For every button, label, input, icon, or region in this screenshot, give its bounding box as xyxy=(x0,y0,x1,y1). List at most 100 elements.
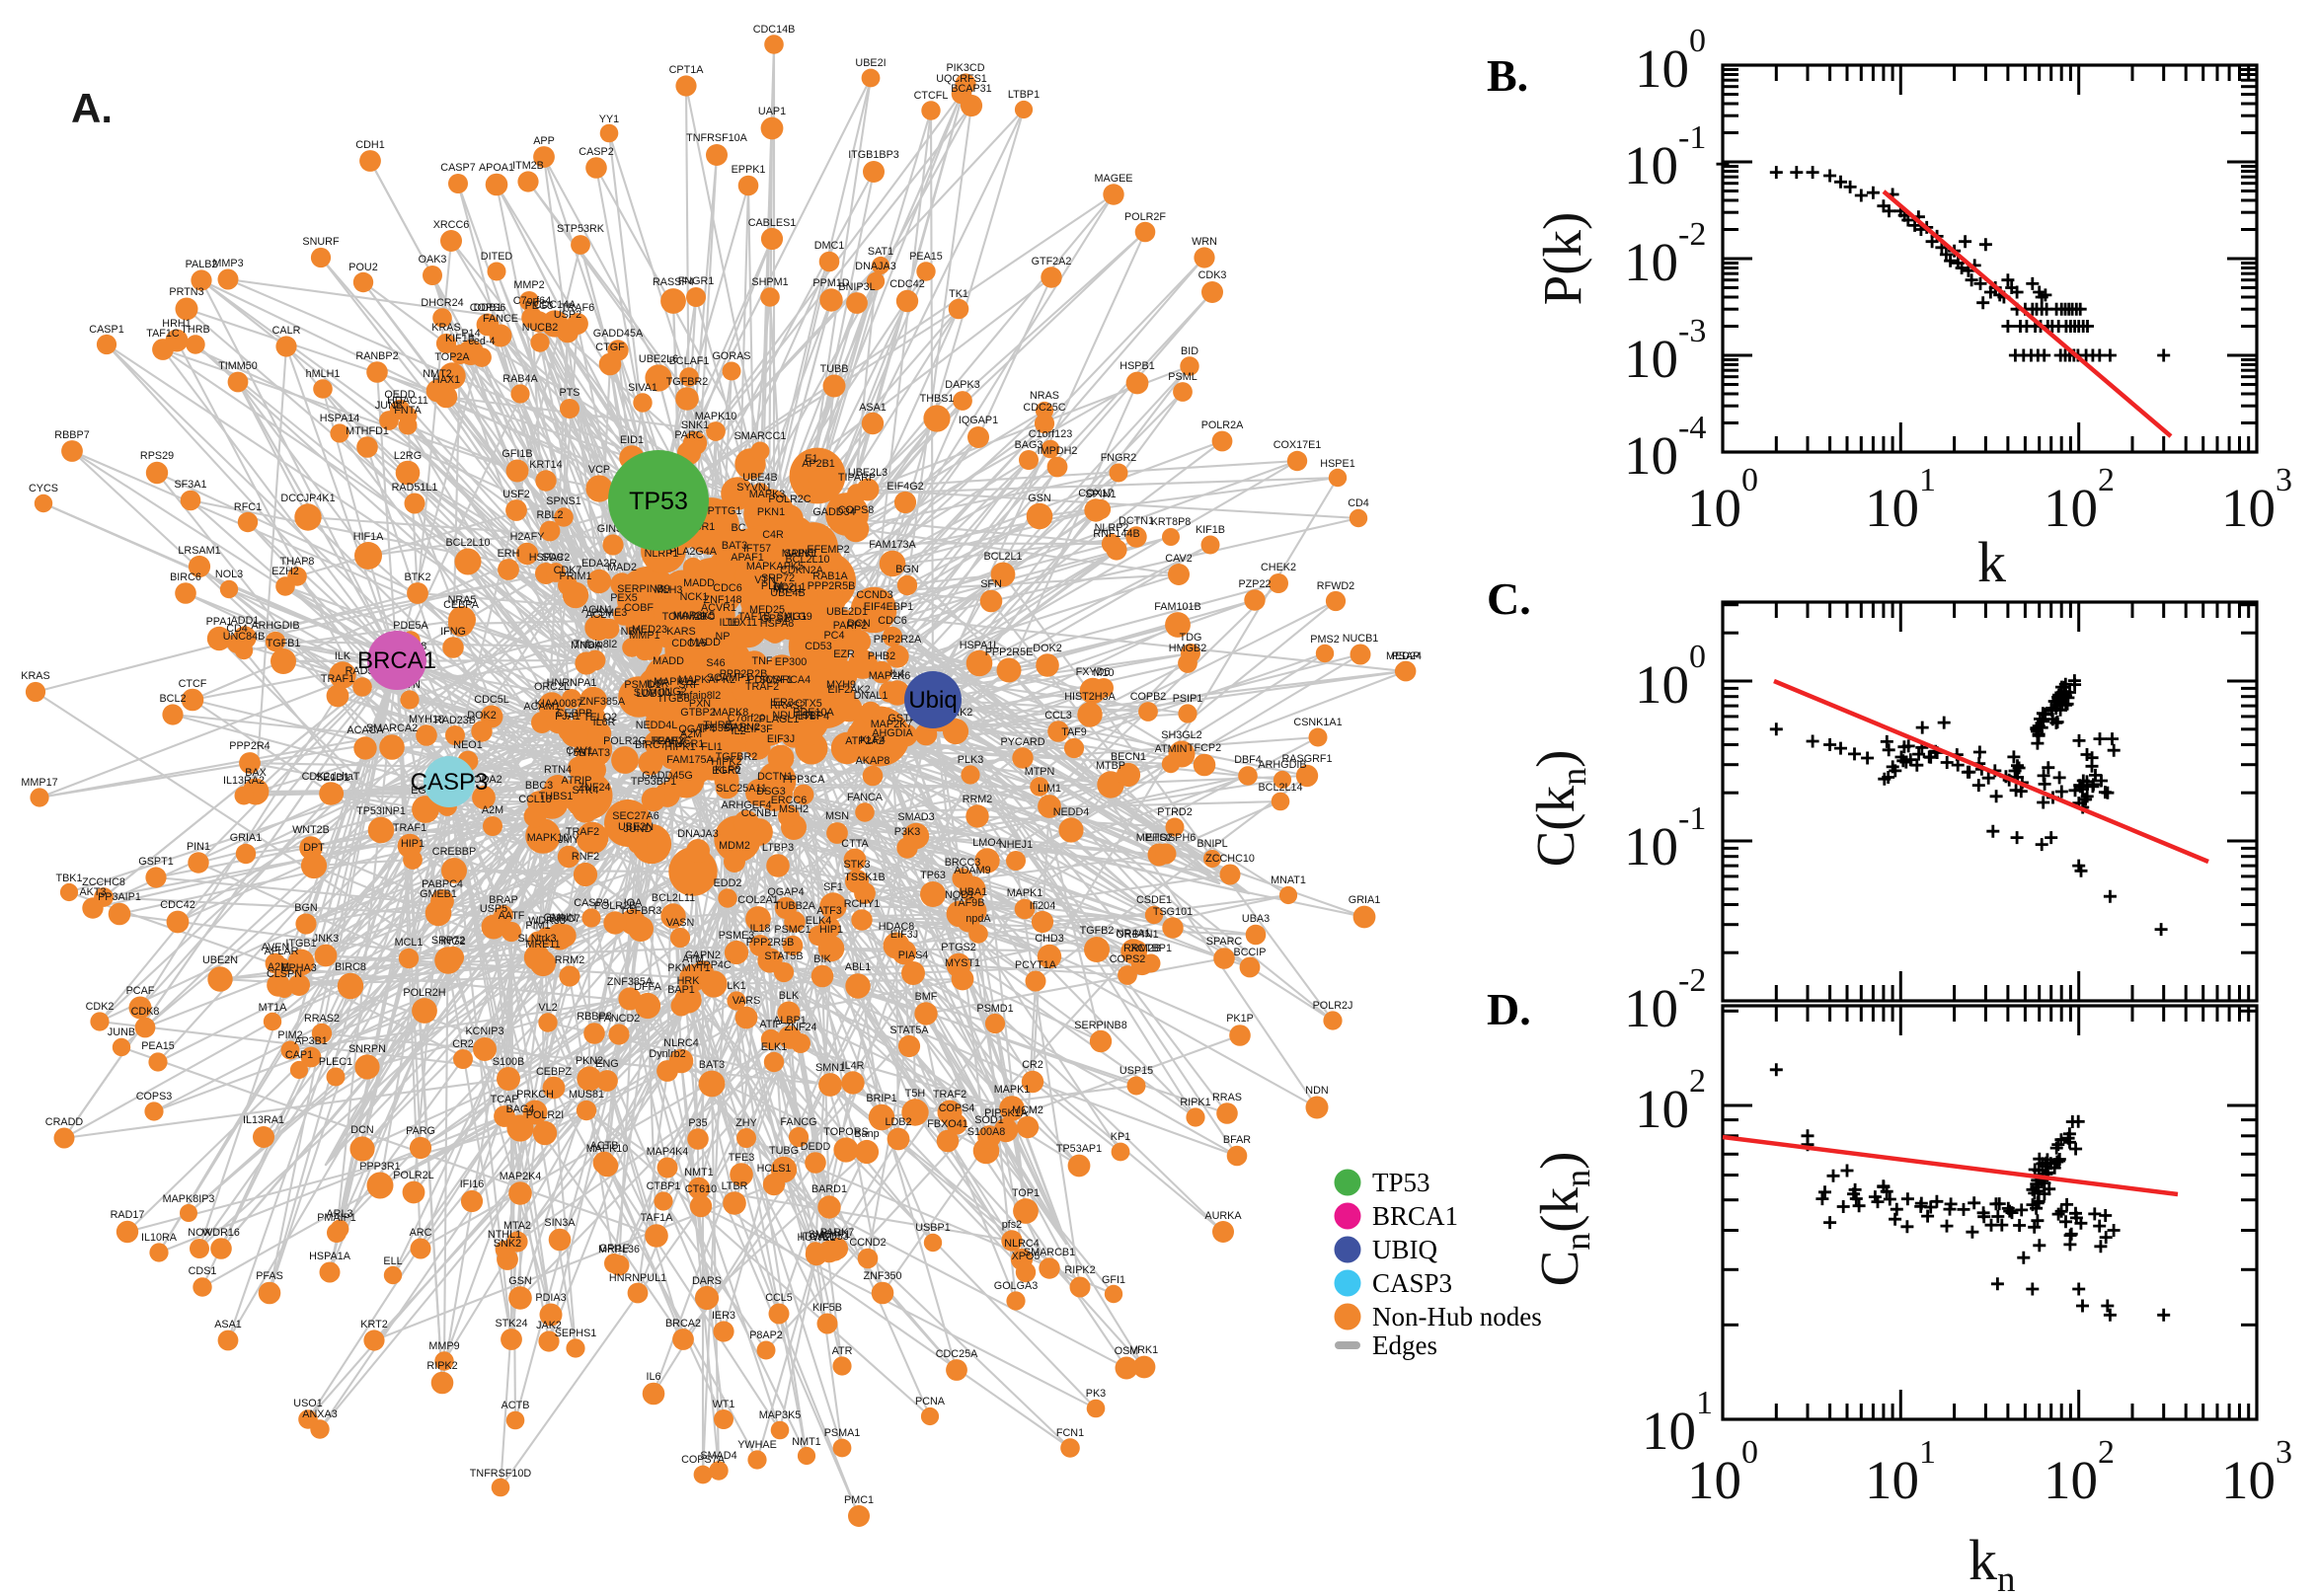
svg-text:JUNB: JUNB xyxy=(108,1026,135,1038)
svg-text:EDA2R: EDA2R xyxy=(581,558,617,570)
svg-text:10: 10 xyxy=(1624,232,1678,292)
svg-text:CDK8: CDK8 xyxy=(131,1006,160,1018)
svg-text:JMY: JMY xyxy=(558,834,579,846)
svg-text:MAP3K5: MAP3K5 xyxy=(673,610,716,622)
svg-text:PIP5K1A: PIP5K1A xyxy=(984,1107,1029,1119)
svg-text:ERH: ERH xyxy=(498,548,520,560)
svg-text:POLR2B: POLR2B xyxy=(594,900,637,912)
svg-text:SF3A1: SF3A1 xyxy=(174,479,206,491)
svg-text:EIF3J: EIF3J xyxy=(890,929,918,941)
svg-text:ATR: ATR xyxy=(832,1345,853,1357)
svg-text:ADAM9: ADAM9 xyxy=(954,865,990,876)
svg-text:T5H: T5H xyxy=(567,747,586,759)
svg-text:CEBPZ: CEBPZ xyxy=(536,1066,572,1078)
svg-text:ZNF24: ZNF24 xyxy=(785,1022,817,1033)
svg-text:PMAIP1: PMAIP1 xyxy=(317,1212,356,1224)
svg-text:BID: BID xyxy=(1181,345,1198,357)
svg-text:UBA3: UBA3 xyxy=(1242,913,1270,925)
svg-text:GPS1: GPS1 xyxy=(761,613,790,625)
svg-text:C1orf123: C1orf123 xyxy=(1029,428,1072,440)
svg-text:C.: C. xyxy=(1487,573,1531,624)
svg-text:HIF1A: HIF1A xyxy=(353,531,384,543)
svg-text:NTHL1: NTHL1 xyxy=(488,1229,521,1241)
svg-text:PMC1: PMC1 xyxy=(844,1494,874,1506)
svg-text:DARS: DARS xyxy=(692,1275,722,1287)
svg-text:GADD45A: GADD45A xyxy=(593,328,644,340)
svg-text:CDC25A: CDC25A xyxy=(936,1348,978,1360)
svg-text:PLEC1: PLEC1 xyxy=(319,1056,352,1068)
svg-text:MYST1: MYST1 xyxy=(945,957,980,969)
svg-text:CAV1: CAV1 xyxy=(566,745,592,757)
svg-text:SIVA1: SIVA1 xyxy=(628,382,657,394)
svg-text:10: 10 xyxy=(2044,1450,2098,1510)
svg-text:CDC16: CDC16 xyxy=(671,638,706,649)
svg-text:PMS2: PMS2 xyxy=(1310,634,1339,646)
svg-text:SE1D1: SE1D1 xyxy=(316,772,349,784)
svg-text:SRF: SRF xyxy=(678,679,700,691)
svg-text:MRE11: MRE11 xyxy=(525,939,560,950)
svg-text:IOA: IOA xyxy=(624,897,643,909)
svg-text:TAF9: TAF9 xyxy=(1061,726,1087,738)
svg-text:SNK2: SNK2 xyxy=(494,1238,521,1250)
svg-text:CAV2: CAV2 xyxy=(1165,553,1192,565)
svg-text:HIP1: HIP1 xyxy=(401,838,425,850)
svg-text:MAP2K6: MAP2K6 xyxy=(869,670,911,682)
svg-text:Tnfaip8l2: Tnfaip8l2 xyxy=(677,690,721,702)
svg-text:GRIA1: GRIA1 xyxy=(1349,894,1380,906)
svg-text:TDG: TDG xyxy=(1180,632,1202,644)
svg-text:IER3: IER3 xyxy=(712,1310,735,1322)
svg-text:OAK3: OAK3 xyxy=(419,254,447,266)
svg-text:k: k xyxy=(1977,530,2006,594)
svg-text:ACIN1: ACIN1 xyxy=(581,604,613,616)
svg-text:CDS1: CDS1 xyxy=(189,1265,217,1277)
svg-text:ZHY: ZHY xyxy=(735,1117,757,1129)
svg-text:KLF4: KLF4 xyxy=(860,734,886,746)
svg-text:VASN: VASN xyxy=(666,917,695,929)
svg-text:UBE2I: UBE2I xyxy=(855,57,886,69)
svg-text:OEDD: OEDD xyxy=(384,389,415,401)
svg-text:TFCP2: TFCP2 xyxy=(1188,742,1221,754)
svg-text:USBP1: USBP1 xyxy=(915,1222,950,1234)
svg-text:CHD3: CHD3 xyxy=(1035,933,1063,945)
svg-text:PSIP1: PSIP1 xyxy=(1173,693,1203,705)
svg-text:ACVR1: ACVR1 xyxy=(701,602,736,614)
svg-text:DCN: DCN xyxy=(350,1124,373,1136)
svg-text:LRSAM1: LRSAM1 xyxy=(178,545,220,557)
svg-text:COBF: COBF xyxy=(624,602,654,614)
svg-text:NLRC4: NLRC4 xyxy=(663,1037,698,1049)
svg-text:RFWD2: RFWD2 xyxy=(1317,580,1354,592)
svg-text:BAG4: BAG4 xyxy=(506,1103,535,1115)
svg-text:SMC4F1: SMC4F1 xyxy=(809,1229,851,1241)
svg-text:MAPKAPK5: MAPKAPK5 xyxy=(746,561,804,572)
svg-text:XCTBP1: XCTBP1 xyxy=(1130,943,1172,954)
svg-text:TNFRSF10A: TNFRSF10A xyxy=(686,132,748,144)
svg-text:RRAS2: RRAS2 xyxy=(304,1013,340,1025)
svg-text:TAF1B: TAF1B xyxy=(738,611,771,623)
svg-text:SNK1: SNK1 xyxy=(681,419,709,431)
svg-text:CDC6: CDC6 xyxy=(878,615,906,627)
svg-text:TNFRSF10D: TNFRSF10D xyxy=(470,1468,532,1480)
svg-text:FCN1: FCN1 xyxy=(1056,1427,1084,1439)
svg-text:NBN: NBN xyxy=(621,626,644,638)
svg-text:PPM1D: PPM1D xyxy=(812,277,849,289)
svg-text:DSG3: DSG3 xyxy=(756,786,785,798)
svg-text:ITGAV: ITGAV xyxy=(800,1231,831,1243)
svg-text:E1: E1 xyxy=(805,453,817,465)
svg-text:BCCIP: BCCIP xyxy=(1234,947,1267,958)
svg-text:MTPN: MTPN xyxy=(1025,766,1055,778)
svg-text:ASA1: ASA1 xyxy=(214,1319,242,1330)
svg-text:PKN1: PKN1 xyxy=(757,506,785,518)
svg-text:PEA15: PEA15 xyxy=(141,1040,175,1052)
svg-text:RASSF4: RASSF4 xyxy=(653,276,694,288)
svg-text:HCLS1: HCLS1 xyxy=(757,1163,792,1175)
svg-text:ced-4: ced-4 xyxy=(468,336,495,347)
svg-text:HSPA8: HSPA8 xyxy=(760,618,795,630)
svg-text:UBE2L3: UBE2L3 xyxy=(848,467,888,479)
svg-text:PDE10A: PDE10A xyxy=(793,707,834,719)
svg-text:IL2: IL2 xyxy=(731,725,745,737)
svg-text:SMARCA2: SMARCA2 xyxy=(366,722,418,734)
svg-text:CASP1: CASP1 xyxy=(89,324,123,336)
svg-text:NCK1: NCK1 xyxy=(680,591,709,603)
svg-text:PSME3: PSME3 xyxy=(591,607,628,619)
svg-text:STP53RK: STP53RK xyxy=(557,223,605,235)
